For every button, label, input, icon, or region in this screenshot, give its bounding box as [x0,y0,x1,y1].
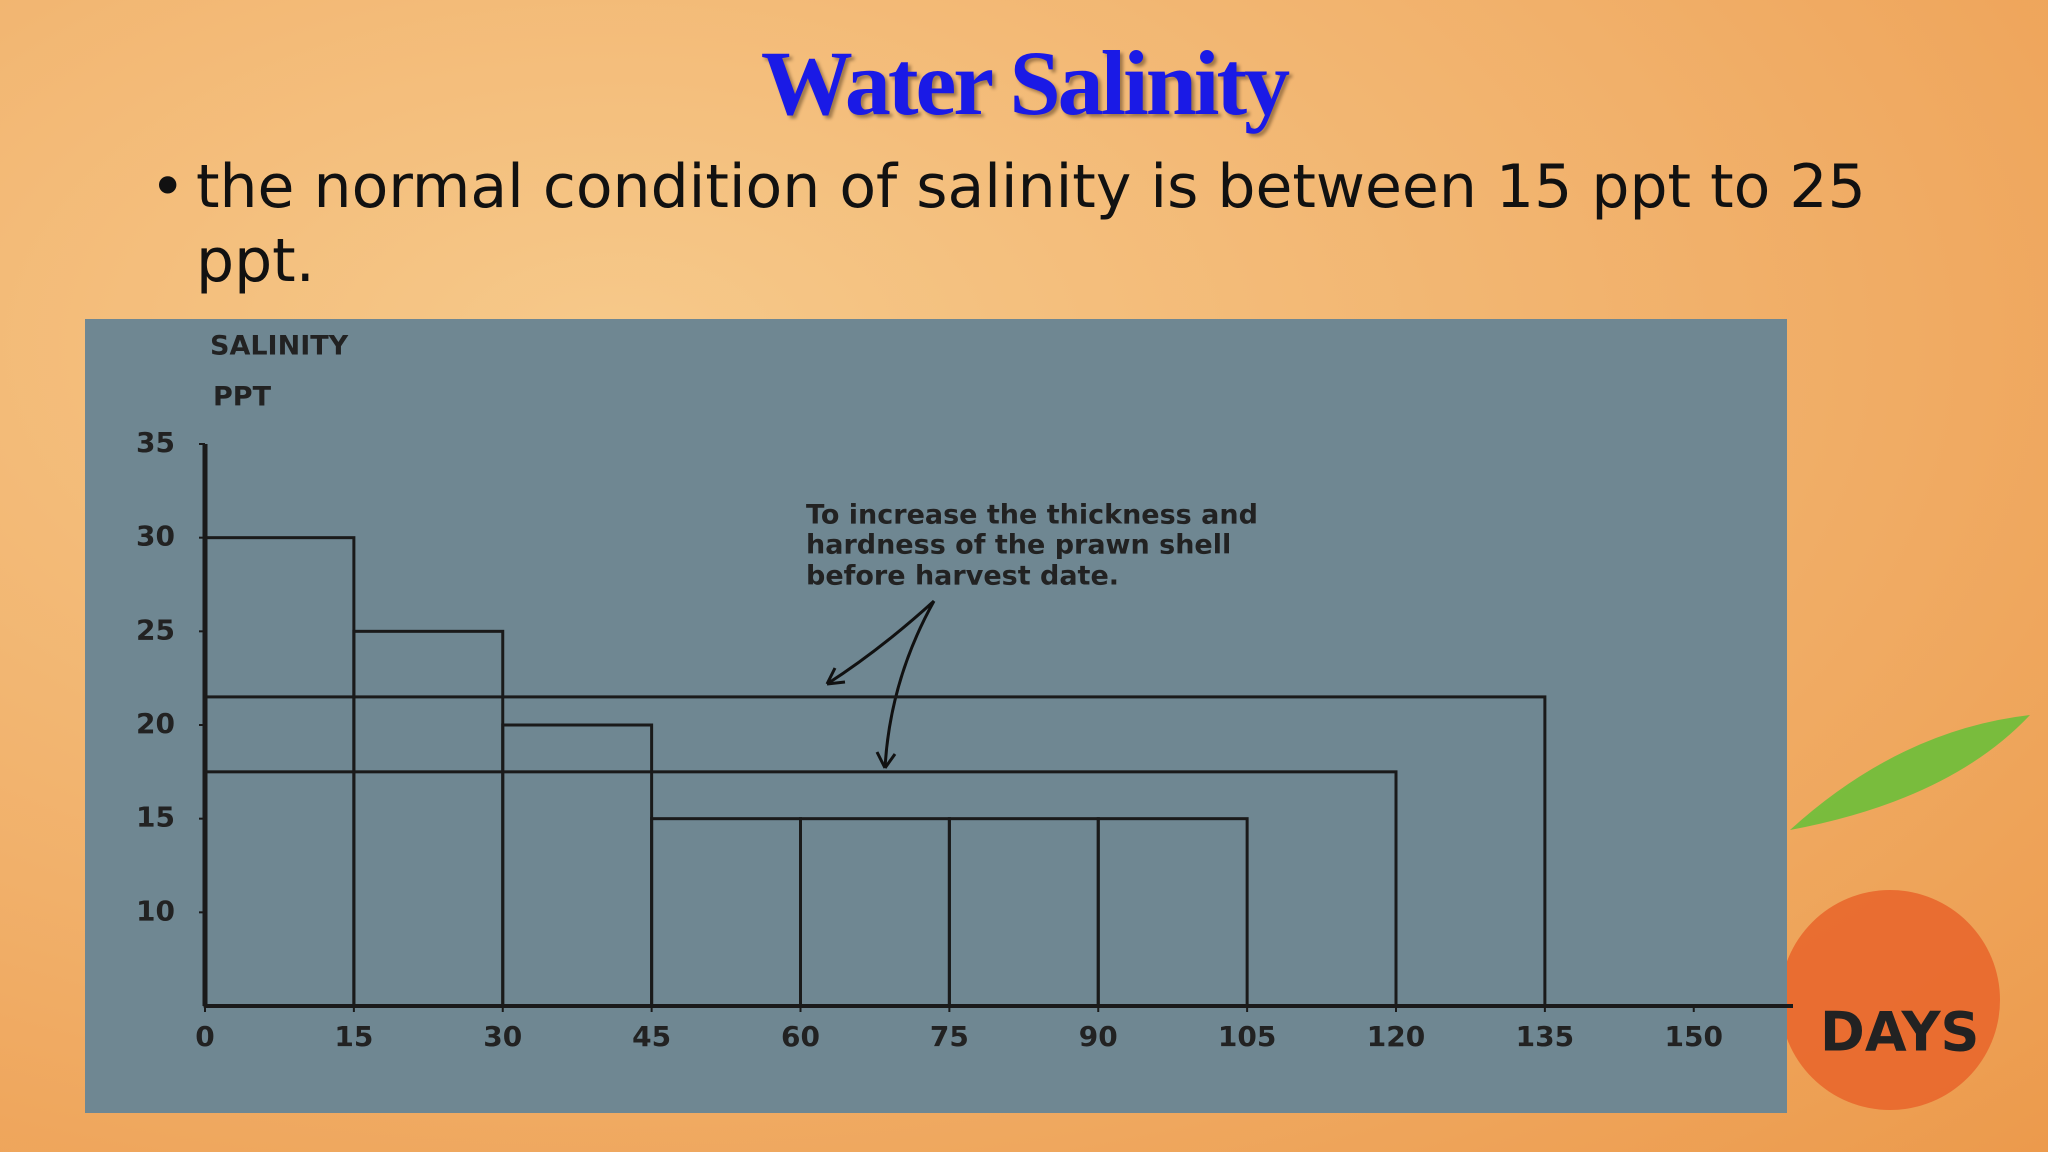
x-tick-label: 45 [632,1020,671,1053]
x-tick-label: 75 [930,1020,969,1053]
slide-title: Water Salinity [760,32,1290,134]
y-axis-label: PPT [213,382,272,413]
annotation: To increase the thickness and [806,500,1258,531]
y-tick-label: 15 [136,801,175,834]
annotation: hardness of the prawn shell [806,530,1231,561]
y-axis-label: SALINITY [210,331,349,362]
x-axis-label: DAYS [1820,1001,1979,1064]
x-tick-label: 60 [781,1020,820,1053]
bullet-text: the normal condition of salinity is betw… [196,152,1866,296]
y-tick-label: 20 [136,707,175,740]
bar [1096,817,1249,1008]
chart-panel [85,319,1787,1113]
leaf [1790,715,2030,830]
x-tick-label: 15 [334,1020,373,1053]
orange [1780,890,2000,1110]
arrow-head [825,667,897,769]
x-tick-label: 0 [195,1020,214,1053]
x-tick-label: 150 [1665,1020,1723,1053]
x-tick-label: 105 [1218,1020,1276,1053]
annotation-arrow [826,599,936,769]
bullet: • the normal condition of salinity is bet… [150,150,1910,298]
y-tick-label: 10 [136,894,175,927]
y-tick-label: 30 [136,520,175,553]
annotation: before harvest date. [806,561,1119,592]
x-tick-label: 30 [483,1020,522,1053]
x-tick-label: 120 [1367,1020,1425,1053]
x-tick-label: 90 [1079,1020,1118,1053]
x-tick-label: 135 [1516,1020,1574,1053]
y-tick-label: 35 [136,426,175,459]
y-tick-label: 25 [136,613,175,646]
